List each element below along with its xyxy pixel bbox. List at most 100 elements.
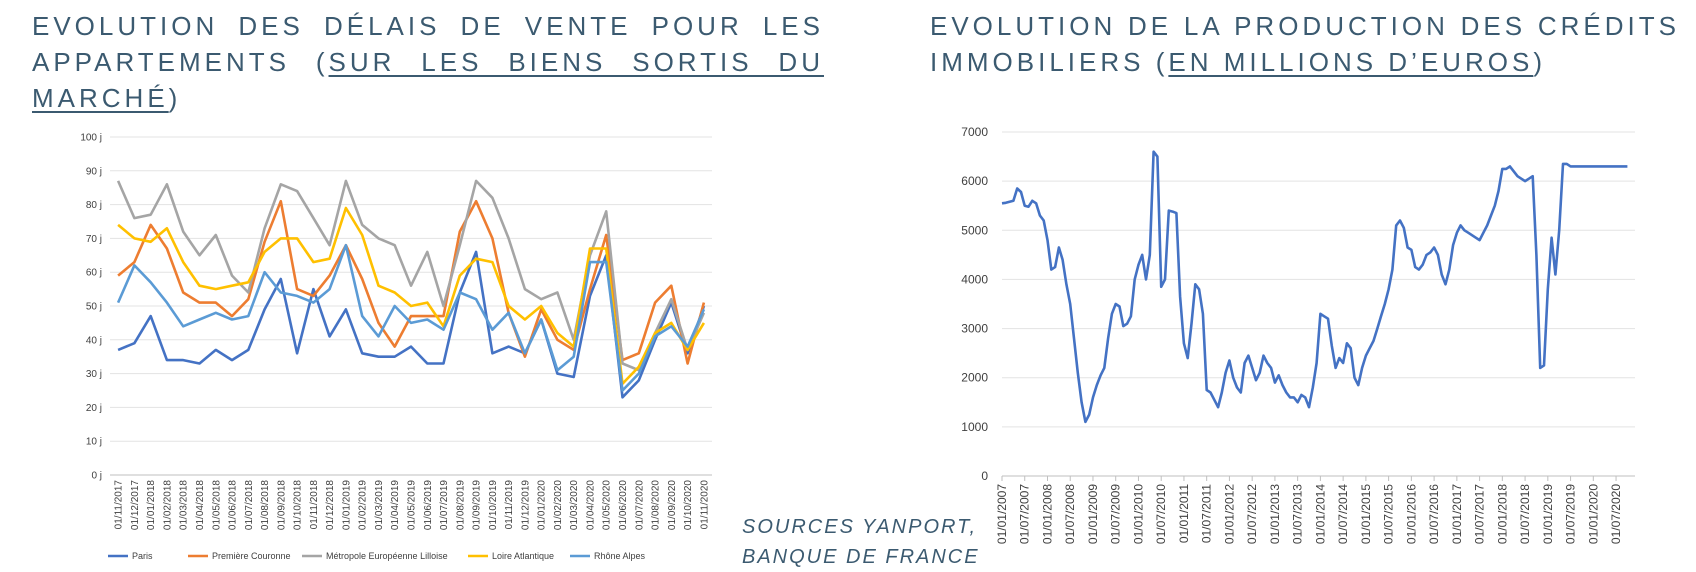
x-tick-label: 01/07/2020 — [634, 480, 645, 530]
legend-label: Métropole Européenne Lilloise — [326, 551, 448, 561]
x-tick-label: 01/07/2012 — [1245, 484, 1259, 544]
x-tick-label: 01/10/2018 — [293, 480, 304, 530]
x-tick-label: 01/01/2019 — [1541, 484, 1555, 544]
y-tick-label: 7000 — [961, 125, 988, 139]
x-tick-label: 01/07/2008 — [1063, 484, 1077, 544]
legend-item: Paris — [108, 551, 153, 561]
left-chart-title: EVOLUTION DES DÉLAIS DE VENTE POUR LES A… — [32, 8, 824, 116]
x-tick-label: 01/05/2018 — [211, 480, 222, 530]
y-tick-label: 0 j — [91, 471, 102, 482]
x-tick-label: 01/08/2018 — [260, 480, 271, 530]
x-tick-label: 01/02/2020 — [553, 480, 564, 530]
sales-delay-chart: 0 j 10 j 20 j 30 j 40 j 50 j 60 j 70 j 80 j 90 j 1… — [80, 133, 712, 561]
x-tick-label: 01/09/2020 — [667, 480, 678, 530]
x-tick-label: 01/07/2016 — [1427, 484, 1441, 544]
x-tick-label: 01/05/2020 — [602, 480, 613, 530]
legend-item: Loire Atlantique — [468, 551, 554, 561]
x-tick-label: 01/03/2018 — [179, 480, 190, 530]
x-tick-label: 01/08/2020 — [651, 480, 662, 530]
y-tick-label: 5000 — [961, 223, 988, 237]
x-tick-label: 01/09/2019 — [472, 480, 483, 530]
x-tick-label: 01/02/2019 — [358, 480, 369, 530]
x-tick-label: 01/01/2013 — [1268, 484, 1282, 544]
x-tick-label: 01/01/2019 — [341, 480, 352, 530]
x-tick-label: 01/07/2020 — [1609, 484, 1623, 544]
x-tick-label: 01/11/2019 — [504, 480, 515, 530]
x-tick-label: 01/07/2017 — [1473, 484, 1487, 544]
x-tick-label: 01/01/2020 — [1586, 484, 1600, 544]
x-tick-label: 01/12/2017 — [130, 480, 141, 530]
y-tick-label: 2000 — [961, 371, 988, 385]
y-tick-label: 0 — [981, 469, 988, 483]
x-tick-label: 01/07/2010 — [1154, 484, 1168, 544]
y-tick-label: 100 j — [80, 133, 102, 144]
x-tick-label: 01/01/2018 — [1495, 484, 1509, 544]
y-tick-label: 4000 — [961, 272, 988, 286]
x-tick-label: 01/01/2014 — [1313, 484, 1327, 544]
y-tick-label: 6000 — [961, 174, 988, 188]
y-tick-label: 70 j — [86, 234, 102, 245]
x-tick-label: 01/07/2009 — [1109, 484, 1123, 544]
right-title-close: ) — [1533, 47, 1546, 77]
legend-item: Rhône Alpes — [570, 551, 646, 561]
right-title-main: EVOLUTION DE LA PRODUCTION DES CRÉDITS I… — [930, 11, 1680, 77]
x-tick-label: 01/06/2020 — [618, 480, 629, 530]
x-tick-label: 01/04/2019 — [390, 480, 401, 530]
x-tick-label: 01/07/2013 — [1291, 484, 1305, 544]
x-tick-label: 01/07/2018 — [244, 480, 255, 530]
right-chart-title: EVOLUTION DE LA PRODUCTION DES CRÉDITS I… — [930, 8, 1680, 80]
y-tick-label: 90 j — [86, 166, 102, 177]
x-tick-label: 01/03/2019 — [374, 480, 385, 530]
x-tick-label: 01/06/2019 — [423, 480, 434, 530]
x-tick-label: 01/01/2017 — [1450, 484, 1464, 544]
source-note: SOURCES YANPORT, BANQUE DE FRANCE — [742, 512, 980, 572]
x-tick-label: 01/07/2007 — [1018, 484, 1032, 544]
legend-item: Première Couronne — [188, 551, 291, 561]
x-tick-label: 01/11/2017 — [114, 480, 125, 530]
x-tick-label: 01/03/2020 — [569, 480, 580, 530]
source-line-1: SOURCES YANPORT, — [742, 516, 978, 538]
x-tick-label: 01/05/2019 — [407, 480, 418, 530]
legend-label: Paris — [132, 551, 153, 561]
x-tick-label: 01/01/2016 — [1404, 484, 1418, 544]
y-tick-label: 60 j — [86, 268, 102, 279]
x-tick-label: 01/01/2007 — [995, 484, 1009, 544]
x-tick-label: 01/08/2019 — [455, 480, 466, 530]
series-m-tropole-europ-enne-lilloise — [116, 179, 706, 372]
x-tick-label: 01/01/2015 — [1359, 484, 1373, 544]
x-tick-label: 01/01/2020 — [537, 480, 548, 530]
series-loire-atlantique — [117, 206, 706, 386]
y-tick-label: 40 j — [86, 335, 102, 346]
x-tick-label: 01/11/2018 — [309, 480, 320, 530]
y-tick-label: 20 j — [86, 403, 102, 414]
x-tick-label: 01/02/2018 — [162, 480, 173, 530]
x-tick-label: 01/07/2019 — [439, 480, 450, 530]
series-line — [1001, 150, 1628, 424]
x-tick-label: 01/01/2008 — [1040, 484, 1054, 544]
x-tick-label: 01/10/2019 — [488, 480, 499, 530]
x-tick-label: 01/01/2018 — [146, 480, 157, 530]
legend-label: Rhône Alpes — [594, 551, 646, 561]
x-tick-label: 01/09/2018 — [276, 480, 287, 530]
x-tick-label: 01/10/2020 — [683, 480, 694, 530]
x-tick-label: 01/11/2020 — [699, 480, 710, 530]
x-tick-label: 01/07/2018 — [1518, 484, 1532, 544]
x-tick-label: 01/04/2020 — [585, 480, 596, 530]
legend-label: Première Couronne — [212, 551, 291, 561]
x-tick-label: 01/01/2011 — [1177, 484, 1191, 543]
x-tick-label: 01/01/2009 — [1086, 484, 1100, 544]
x-tick-label: 01/07/2014 — [1336, 484, 1350, 544]
x-tick-label: 01/01/2010 — [1131, 484, 1145, 544]
left-title-underlined[interactable]: SUR LES BIENS SORTIS DU MARCHÉ — [32, 47, 824, 113]
x-tick-label: 01/12/2018 — [325, 480, 336, 530]
x-tick-label: 01/01/2012 — [1222, 484, 1236, 544]
series-rh-ne-alpes — [116, 243, 706, 392]
y-tick-label: 1000 — [961, 420, 988, 434]
left-title-close: ) — [168, 83, 182, 113]
legend-label: Loire Atlantique — [492, 551, 554, 561]
x-tick-label: 01/07/2011 — [1200, 484, 1214, 543]
left-title-main: EVOLUTION DES DÉLAIS DE VENTE POUR LES A… — [32, 11, 824, 77]
right-title-underlined[interactable]: EN MILLIONS D’EUROS — [1168, 47, 1534, 77]
y-tick-label: 50 j — [86, 302, 102, 313]
x-tick-label: 01/07/2015 — [1382, 484, 1396, 544]
